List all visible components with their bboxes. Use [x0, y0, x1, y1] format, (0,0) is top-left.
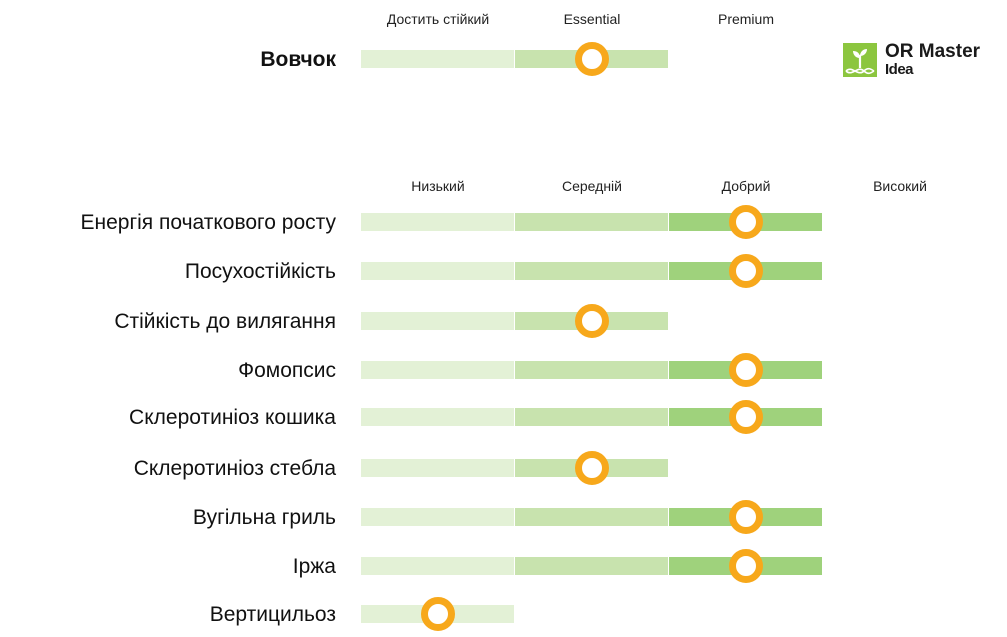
rating-bar-segment — [515, 557, 668, 575]
row-label: Енергія початкового росту — [81, 211, 337, 234]
row-label: Вовчок — [260, 48, 336, 71]
rating-bar-segment — [361, 361, 514, 379]
column-header: Низький — [411, 178, 464, 194]
row-label: Склеротиніоз кошика — [129, 406, 336, 429]
column-header: Достить стійкий — [387, 11, 489, 27]
rating-marker — [575, 451, 609, 485]
column-header: Essential — [564, 11, 621, 27]
rating-bar-segment — [515, 508, 668, 526]
column-header: Добрий — [722, 178, 771, 194]
row-label: Іржа — [293, 555, 337, 578]
rating-bar-segment — [361, 213, 514, 231]
rating-bar-segment — [361, 557, 514, 575]
rating-bar-segment — [515, 361, 668, 379]
row-label: Посухостійкість — [185, 260, 336, 283]
rating-bar-segment — [361, 312, 514, 330]
rating-bar-segment — [361, 459, 514, 477]
row-label: Склеротиніоз стебла — [134, 457, 337, 480]
column-header: Premium — [718, 11, 774, 27]
rating-marker — [729, 205, 763, 239]
rating-marker — [729, 400, 763, 434]
row-label: Вертицильоз — [210, 603, 336, 626]
rating-bar-segment — [361, 408, 514, 426]
rating-bar-segment — [515, 213, 668, 231]
rating-bar-segment — [361, 50, 514, 68]
rating-marker — [421, 597, 455, 631]
sprout-dna-icon — [843, 43, 877, 77]
rating-bar-segment — [515, 408, 668, 426]
logo-title: OR Master — [885, 41, 981, 62]
row-label: Вугільна гриль — [193, 506, 336, 529]
rating-marker — [729, 353, 763, 387]
row-label: Фомопсис — [238, 359, 336, 382]
rating-marker — [575, 304, 609, 338]
rating-marker — [729, 500, 763, 534]
rating-marker — [575, 42, 609, 76]
rating-bar-segment — [515, 262, 668, 280]
column-header: Середній — [562, 178, 622, 194]
brand-logo: OR Master Idea — [843, 41, 1003, 81]
rating-marker — [729, 254, 763, 288]
rating-bar-segment — [361, 262, 514, 280]
rating-bar-segment — [361, 508, 514, 526]
logo-subtitle: Idea — [885, 61, 914, 78]
row-label: Стійкість до вилягання — [114, 310, 336, 333]
column-header: Високий — [873, 178, 927, 194]
rating-marker — [729, 549, 763, 583]
